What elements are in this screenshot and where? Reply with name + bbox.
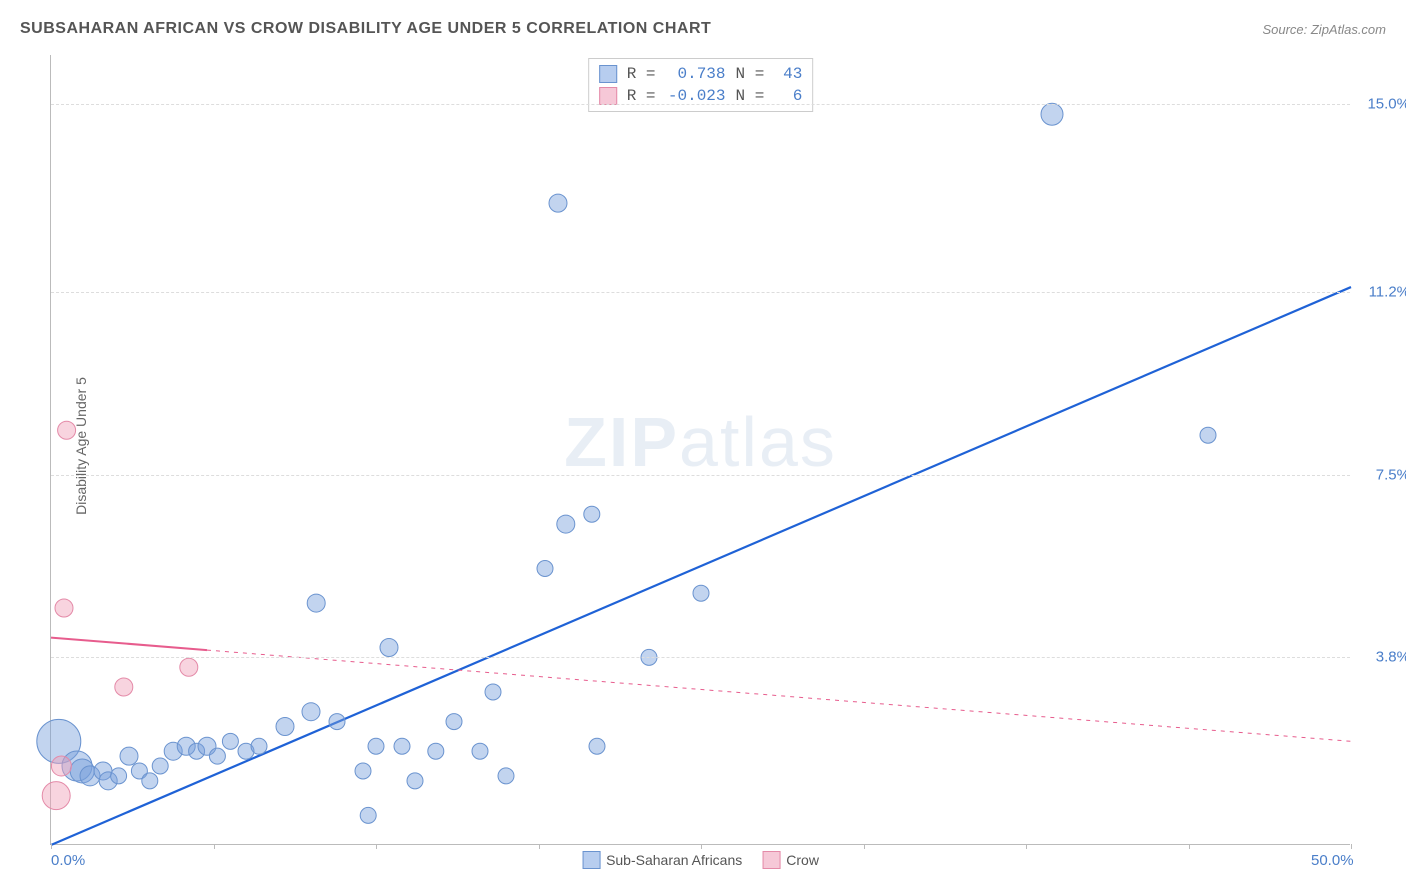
scatter-chart xyxy=(51,55,1350,844)
grid-line xyxy=(51,104,1350,105)
data-point xyxy=(360,807,376,823)
x-tick xyxy=(1189,844,1190,849)
source-attribution: Source: ZipAtlas.com xyxy=(1262,22,1386,37)
legend-label: Crow xyxy=(786,852,819,868)
legend-series: Sub-Saharan Africans Crow xyxy=(582,851,819,869)
data-point xyxy=(355,763,371,779)
grid-line xyxy=(51,475,1350,476)
data-point xyxy=(152,758,168,774)
data-point xyxy=(209,748,225,764)
x-tick xyxy=(1351,844,1352,849)
chart-title: SUBSAHARAN AFRICAN VS CROW DISABILITY AG… xyxy=(20,20,711,38)
data-point xyxy=(472,743,488,759)
y-tick-label: 11.2% xyxy=(1369,284,1406,301)
x-tick xyxy=(701,844,702,849)
y-tick-label: 7.5% xyxy=(1376,466,1406,483)
data-point xyxy=(1200,427,1216,443)
data-point xyxy=(380,639,398,657)
data-point xyxy=(537,561,553,577)
data-point xyxy=(584,506,600,522)
y-tick-label: 3.8% xyxy=(1376,649,1406,666)
x-tick xyxy=(51,844,52,849)
data-point xyxy=(407,773,423,789)
data-point xyxy=(446,714,462,730)
data-point xyxy=(142,773,158,789)
data-point xyxy=(51,756,71,776)
data-point xyxy=(693,585,709,601)
data-point xyxy=(589,738,605,754)
data-point xyxy=(307,594,325,612)
data-point xyxy=(58,421,76,439)
data-point xyxy=(1041,103,1063,125)
data-point xyxy=(111,768,127,784)
legend-swatch xyxy=(762,851,780,869)
x-tick xyxy=(1026,844,1027,849)
data-point xyxy=(498,768,514,784)
data-point xyxy=(329,714,345,730)
data-point xyxy=(42,782,70,810)
data-point xyxy=(55,599,73,617)
data-point xyxy=(302,703,320,721)
y-tick-label: 15.0% xyxy=(1367,96,1406,113)
grid-line xyxy=(51,292,1350,293)
legend-label: Sub-Saharan Africans xyxy=(606,852,742,868)
data-point xyxy=(276,718,294,736)
data-point xyxy=(222,733,238,749)
data-point xyxy=(549,194,567,212)
data-point xyxy=(115,678,133,696)
source-link[interactable]: ZipAtlas.com xyxy=(1311,22,1386,37)
data-point xyxy=(368,738,384,754)
data-point xyxy=(394,738,410,754)
x-tick xyxy=(539,844,540,849)
legend-swatch xyxy=(582,851,600,869)
x-tick xyxy=(376,844,377,849)
x-tick-label: 50.0% xyxy=(1311,852,1354,869)
legend-item: Crow xyxy=(762,851,819,869)
data-point xyxy=(485,684,501,700)
plot-area: ZIPatlas R = 0.738 N = 43 R = -0.023 N =… xyxy=(50,55,1350,845)
data-point xyxy=(180,658,198,676)
x-tick xyxy=(214,844,215,849)
legend-item: Sub-Saharan Africans xyxy=(582,851,742,869)
x-tick-label: 0.0% xyxy=(51,852,85,869)
data-point xyxy=(557,515,575,533)
data-point xyxy=(251,738,267,754)
grid-line xyxy=(51,657,1350,658)
source-prefix: Source: xyxy=(1262,22,1310,37)
x-tick xyxy=(864,844,865,849)
data-point xyxy=(120,747,138,765)
data-point xyxy=(428,743,444,759)
